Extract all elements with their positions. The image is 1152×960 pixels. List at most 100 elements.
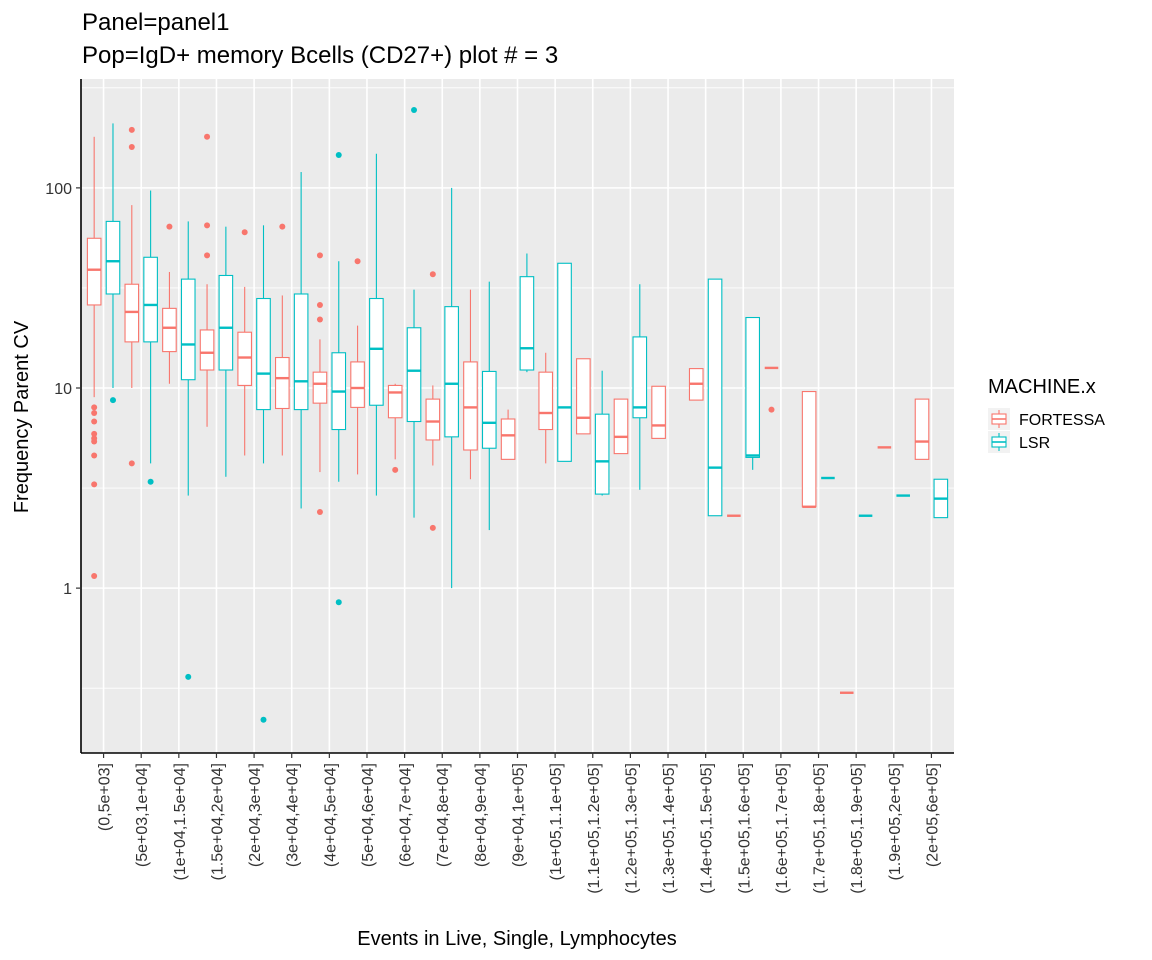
- x-tick-label: (1.6e+05,1.7e+05]: [774, 763, 791, 894]
- box-iqr: [707, 278, 723, 517]
- x-tick-label: (5e+03,1e+04]: [134, 763, 151, 867]
- outlier-point: [91, 572, 98, 579]
- x-tick-label: (2e+05,6e+05]: [924, 763, 941, 867]
- box-iqr: [463, 361, 478, 451]
- box-iqr: [105, 220, 121, 295]
- outlier-point: [429, 271, 436, 278]
- outlier-point: [768, 406, 775, 413]
- box-fortessa-13: [576, 358, 591, 435]
- box-lsr-4: [256, 225, 271, 723]
- chart-subtitle: Pop=IgD+ memory Bcells (CD27+) plot # = …: [82, 42, 558, 69]
- box-fortessa-22: [914, 398, 930, 460]
- box-iqr: [180, 278, 196, 381]
- x-tick-label: (2e+04,3e+04]: [247, 763, 264, 867]
- box-fortessa-6: [312, 252, 328, 516]
- outlier-point: [91, 452, 98, 459]
- outlier-point: [316, 509, 323, 516]
- outlier-point: [241, 229, 248, 236]
- outlier-point: [128, 460, 135, 467]
- x-tick-label: (1.5e+05,1.6e+05]: [736, 763, 753, 894]
- x-tick-label: (6e+04,7e+04]: [398, 763, 415, 867]
- x-tick-label: (3e+04,4e+04]: [285, 763, 302, 867]
- box-lsr-2: [180, 221, 196, 680]
- outlier-point: [91, 404, 98, 411]
- box-fortessa-5: [274, 223, 290, 456]
- box-iqr: [293, 293, 309, 411]
- box-fortessa-19: [801, 390, 817, 508]
- box-iqr: [369, 297, 384, 406]
- box-iqr: [632, 336, 648, 419]
- box-fortessa-2: [162, 223, 177, 384]
- legend: MACHINE.x FORTESSA LSR: [988, 376, 1105, 453]
- legend-title: MACHINE.x: [988, 376, 1096, 398]
- box-lsr-3: [218, 226, 234, 477]
- box-lsr-10: [481, 281, 497, 531]
- box-fortessa-9: [425, 271, 441, 531]
- box-lsr-9: [444, 187, 459, 589]
- outlier-point: [91, 438, 98, 445]
- box-iqr: [914, 398, 930, 460]
- x-tick-label: (1.8e+05,1.9e+05]: [849, 763, 866, 894]
- x-tick-label: (1.4e+05,1.5e+05]: [699, 763, 716, 894]
- outlier-point: [335, 151, 342, 158]
- box-fortessa-0: [86, 136, 102, 579]
- box-lsr-1: [143, 190, 158, 485]
- outlier-point: [91, 410, 98, 417]
- box-lsr-12: [557, 262, 572, 462]
- outlier-point: [204, 133, 211, 140]
- box-iqr: [576, 358, 591, 435]
- box-lsr-0: [105, 123, 121, 404]
- box-iqr: [406, 327, 422, 423]
- box-fortessa-18: [764, 366, 779, 413]
- outlier-point: [166, 223, 173, 230]
- outlier-point: [147, 478, 154, 485]
- box-lsr-5: [293, 172, 309, 509]
- boxes-layer: [86, 106, 949, 723]
- box-iqr: [218, 274, 234, 371]
- box-fortessa-10: [463, 289, 478, 480]
- box-fortessa-1: [124, 126, 140, 467]
- box-lsr-7: [369, 153, 384, 496]
- x-tick-label: (1.7e+05,1.8e+05]: [812, 763, 829, 894]
- outlier-point: [185, 673, 192, 680]
- box-iqr: [256, 297, 271, 411]
- box-iqr: [143, 256, 158, 343]
- legend-key-fortessa: FORTESSA: [988, 408, 1105, 430]
- box-iqr: [350, 361, 365, 408]
- box-iqr: [538, 371, 554, 431]
- box-fortessa-15: [651, 385, 666, 439]
- box-lsr-11: [519, 253, 535, 373]
- y-tick-label: 1: [63, 581, 72, 598]
- box-iqr: [613, 398, 629, 455]
- outlier-point: [91, 418, 98, 425]
- box-iqr: [594, 413, 610, 495]
- x-tick-label: (1.5e+04,2e+04]: [209, 763, 226, 880]
- box-fortessa-7: [350, 258, 365, 475]
- box-fortessa-11: [500, 409, 516, 460]
- box-iqr: [162, 307, 177, 353]
- outlier-point: [429, 524, 436, 531]
- outlier-point: [316, 316, 323, 323]
- x-tick-label: (1.1e+05,1.2e+05]: [586, 763, 603, 894]
- box-fortessa-16: [688, 368, 704, 401]
- outlier-point: [109, 397, 116, 404]
- box-iqr: [500, 418, 516, 460]
- box-lsr-22: [933, 478, 949, 519]
- outlier-point: [128, 126, 135, 133]
- box-iqr: [481, 370, 497, 449]
- outlier-point: [128, 144, 135, 151]
- box-fortessa-8: [387, 383, 403, 473]
- y-tick-label: 100: [45, 181, 72, 198]
- box-fortessa-3: [199, 133, 215, 427]
- outlier-point: [279, 223, 286, 230]
- box-iqr: [745, 316, 761, 458]
- outlier-point: [411, 106, 418, 113]
- x-tick-label: (0,5e+03]: [97, 763, 114, 831]
- y-axis-title: Frequency Parent CV: [11, 320, 33, 513]
- box-iqr: [519, 276, 535, 371]
- outlier-point: [316, 252, 323, 259]
- box-lsr-14: [632, 284, 648, 490]
- box-iqr: [444, 306, 459, 438]
